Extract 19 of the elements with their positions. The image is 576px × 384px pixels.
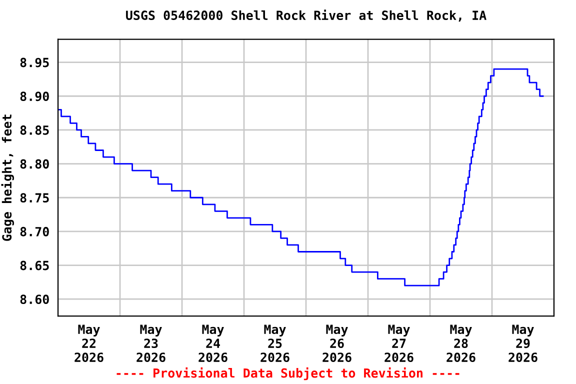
y-tick-label: 8.65	[20, 260, 49, 270]
x-tick-label: May 28 2026	[446, 324, 476, 362]
y-tick-label: 8.80	[20, 159, 49, 169]
x-tick-label: May 29 2026	[508, 324, 538, 362]
y-tick-label: 8.75	[20, 193, 49, 203]
x-tick-label: May 26 2026	[322, 324, 352, 362]
x-tick-label: May 22 2026	[74, 324, 104, 362]
x-tick-label: May 23 2026	[136, 324, 166, 362]
x-tick-label: May 27 2026	[384, 324, 414, 362]
y-tick-label: 8.60	[20, 294, 49, 304]
y-tick-label: 8.85	[20, 125, 49, 135]
text: ---- Provisional Data Subject to Revision ----	[116, 367, 460, 380]
x-tick-label: May 25 2026	[260, 324, 290, 362]
y-axis-title: Gage height, feet	[1, 114, 14, 241]
y-tick-label: 8.70	[20, 226, 49, 236]
y-tick-label: 8.95	[20, 58, 49, 68]
chart-title: USGS 05462000 Shell Rock River at Shell Rock, IA	[126, 10, 486, 22]
x-tick-label: May 24 2026	[198, 324, 228, 362]
y-tick-label: 8.90	[20, 92, 49, 102]
